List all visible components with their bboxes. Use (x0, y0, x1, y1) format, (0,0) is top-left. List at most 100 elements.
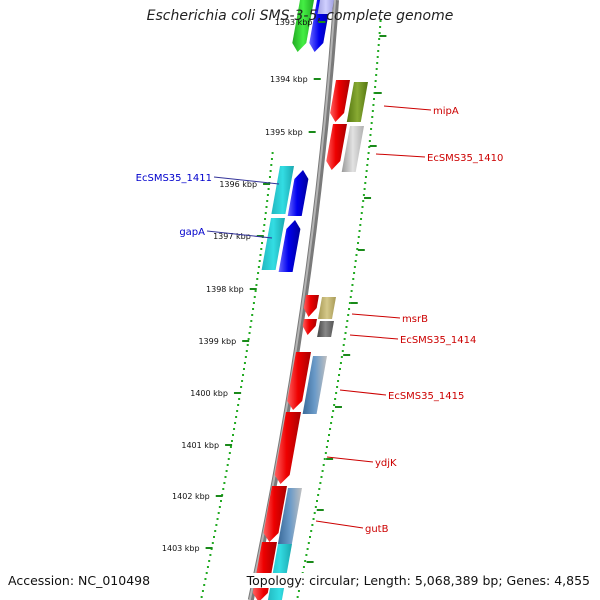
gc-dot (232, 434, 235, 436)
gene-label-EcSMS35_1411[interactable]: EcSMS35_1411 (136, 173, 212, 184)
gc-dot (347, 314, 350, 316)
gc-dot (312, 518, 315, 520)
gc-dot (357, 242, 360, 244)
gc-dot (213, 536, 216, 538)
label-leader-line (351, 313, 401, 319)
gc-dot (366, 164, 369, 166)
gene-block-EcSMS35_1415[interactable] (302, 356, 327, 414)
ruler-label: 1393 kbp (275, 18, 313, 27)
gc-dot (349, 296, 352, 298)
gc-dot (227, 458, 230, 460)
gc-dot (249, 326, 252, 328)
gene-label-EcSMS35_1410[interactable]: EcSMS35_1410 (427, 153, 503, 164)
gc-dot (353, 272, 356, 274)
gc-dot (314, 506, 317, 508)
gene-arrow-EcSMS35_1410[interactable] (326, 124, 347, 170)
ruler-label: 1396 kbp (219, 180, 257, 189)
gc-dot (223, 482, 226, 484)
gene-arrow-EcSMS35_1411[interactable] (287, 170, 309, 216)
gc-dot (251, 314, 254, 316)
gc-dot (264, 218, 267, 220)
gene-arrow-EcSMS35_1414[interactable] (302, 319, 317, 335)
gc-dot (316, 500, 318, 502)
gc-dot (363, 188, 366, 190)
ruler-ticks: 1393 kbp 1394 kbp 1395 kbp 1396 kbp 1397 kbp… (162, 18, 387, 563)
gc-dot (339, 362, 342, 364)
gc-dot (265, 206, 268, 208)
gc-dot (371, 116, 374, 118)
gc-dot (352, 278, 355, 280)
gc-dot (307, 542, 310, 544)
gene-label-msrB[interactable]: msrB (402, 314, 428, 325)
gc-dot (224, 476, 227, 478)
gene-label-EcSMS35_1414[interactable]: EcSMS35_1414 (400, 335, 476, 346)
gc-dot (255, 284, 258, 286)
gene-block-gutB[interactable] (277, 488, 302, 544)
gc-dot (338, 374, 341, 376)
gene-label-EcSMS35_1415[interactable]: EcSMS35_1415 (388, 391, 464, 402)
gc-dot (366, 158, 369, 160)
gene-label-mipA[interactable]: mipA (433, 106, 459, 117)
label-leader-line (206, 230, 273, 239)
ruler-label: 1395 kbp (265, 128, 303, 137)
gene-block-EcSMS35_1410[interactable] (341, 126, 364, 172)
gc-dot (351, 284, 354, 286)
gc-dot (358, 230, 361, 232)
gene-arrow-gapA[interactable] (278, 220, 301, 272)
gene-block-EcSMS35_1411[interactable] (271, 166, 294, 214)
gc-dot (233, 428, 236, 430)
gc-dot (355, 254, 358, 256)
gene-arrow-ydjK[interactable] (274, 412, 301, 484)
gc-dot (320, 476, 323, 478)
gc-dot (245, 350, 248, 352)
gene-arrow-msrB[interactable] (303, 295, 319, 317)
gc-dot (250, 320, 253, 322)
gene-block-EcSMS35_1414[interactable] (317, 321, 334, 337)
gc-dot (243, 362, 246, 364)
gene-arrow[interactable] (292, 0, 314, 52)
gene-arrow-EcSMS35_1415[interactable] (287, 352, 311, 410)
gc-dot (364, 182, 367, 184)
gene-arrow-mipA[interactable] (330, 80, 350, 122)
gene-label-ydjK[interactable]: ydjK (375, 458, 397, 469)
gc-dot (237, 404, 240, 406)
gene-block[interactable] (317, 0, 335, 14)
gc-dot (337, 380, 340, 382)
gc-dot (372, 104, 375, 106)
ruler-label: 1402 kbp (172, 492, 210, 501)
ruler-label: 1401 kbp (181, 441, 219, 450)
map-title: Escherichia coli SMS-3-5, complete genom… (146, 8, 454, 24)
gc-dot (364, 176, 367, 178)
gene-label-gutB[interactable]: gutB (365, 524, 389, 535)
gene-arrow-gutB[interactable] (263, 486, 288, 542)
gc-dot (365, 170, 368, 172)
ruler-label: 1399 kbp (198, 337, 236, 346)
gene-features (252, 0, 368, 600)
gene-block-msrB[interactable] (318, 297, 336, 319)
gc-dot (368, 146, 371, 148)
gc-dot (330, 422, 333, 424)
gene-block-mipA[interactable] (346, 82, 368, 122)
gc-dot (329, 428, 332, 430)
gc-dot (338, 368, 341, 370)
gc-dot (259, 254, 262, 256)
gene-label-gapA[interactable]: gapA (179, 227, 205, 238)
gc-dot (201, 590, 204, 592)
gc-dot (353, 266, 356, 268)
gc-dot (311, 524, 314, 526)
gc-dot (214, 530, 217, 532)
gene-labels: mipA EcSMS35_1410 EcSMS35_1411 gapA msrB EcSM… (136, 105, 503, 535)
label-leader-line (383, 105, 432, 111)
gene-block-gapA[interactable] (261, 218, 285, 270)
gc-dot (367, 152, 370, 154)
gc-dot (377, 50, 380, 52)
gc-dot (263, 224, 266, 226)
gc-dot (375, 74, 378, 76)
gc-dot (229, 446, 232, 448)
gc-dot (302, 566, 305, 568)
gc-dot (235, 416, 238, 418)
gc-dot (230, 440, 233, 442)
label-leader-line (315, 520, 364, 529)
gc-dot (260, 248, 263, 250)
